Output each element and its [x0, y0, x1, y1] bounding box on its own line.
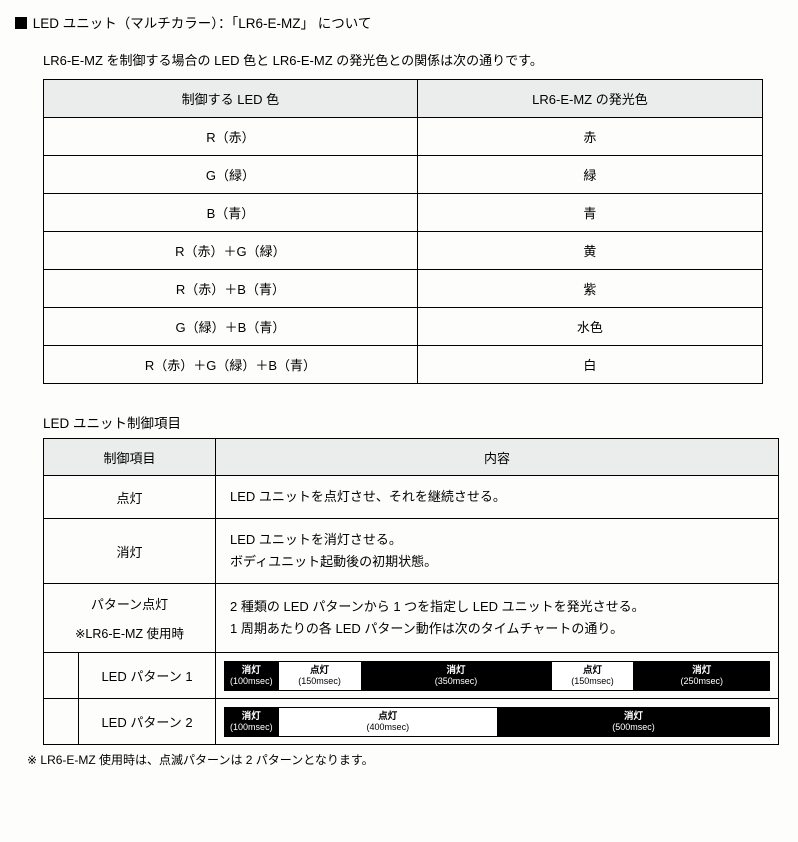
pattern-on-note: ※LR6-E-MZ 使用時 — [50, 623, 209, 642]
pattern-label: LED パターン 1 — [79, 653, 216, 699]
timing-bar-1: 消灯(100msec)点灯(150msec)消灯(350msec)点灯(150m… — [224, 661, 770, 691]
table-cell: R（赤）＋G（緑）＋B（青） — [44, 346, 418, 384]
col-header: 制御項目 — [44, 439, 216, 476]
timing-segment: 点灯(150msec) — [552, 661, 634, 691]
table-head: 制御する LED 色 LR6-E-MZ の発光色 — [44, 80, 763, 118]
table-cell: B（青） — [44, 194, 418, 232]
row-label: 消灯 — [44, 519, 216, 584]
table-row: B（青）青 — [44, 194, 763, 232]
timing-segment: 消灯(100msec) — [224, 661, 279, 691]
spacer-cell — [44, 653, 79, 699]
table-row: G（緑）緑 — [44, 156, 763, 194]
table-row: 消灯 LED ユニットを消灯させる。ボディユニット起動後の初期状態。 — [44, 519, 779, 584]
table-cell: R（赤）＋G（緑） — [44, 232, 418, 270]
timing-bar-2: 消灯(100msec)点灯(400msec)消灯(500msec) — [224, 707, 770, 737]
pattern-label: LED パターン 2 — [79, 699, 216, 745]
pattern-bar-cell: 消灯(100msec)点灯(150msec)消灯(350msec)点灯(150m… — [216, 653, 779, 699]
square-bullet-icon — [15, 17, 27, 29]
row-content: LED ユニットを点灯させ、それを継続させる。 — [216, 476, 779, 519]
table-row: R（赤）＋G（緑）黄 — [44, 232, 763, 270]
table-cell: G（緑）＋B（青） — [44, 308, 418, 346]
table-row: R（赤）＋B（青）紫 — [44, 270, 763, 308]
col-header: LR6-E-MZ の発光色 — [417, 80, 762, 118]
table-body: R（赤）赤G（緑）緑B（青）青R（赤）＋G（緑）黄R（赤）＋B（青）紫G（緑）＋… — [44, 118, 763, 384]
row-content: 2 種類の LED パターンから 1 つを指定し LED ユニットを発光させる。… — [216, 584, 779, 653]
timing-segment: 消灯(250msec) — [633, 661, 770, 691]
pattern-bar-cell: 消灯(100msec)点灯(400msec)消灯(500msec) — [216, 699, 779, 745]
row-label: パターン点灯 ※LR6-E-MZ 使用時 — [44, 584, 216, 653]
section-title-text: LED ユニット（マルチカラー）：「LR6-E-MZ」 について — [33, 16, 372, 31]
col-header: 内容 — [216, 439, 779, 476]
sub-heading: LED ユニット制御項目 — [43, 412, 783, 432]
table-cell: 白 — [417, 346, 762, 384]
table-row: R（赤）赤 — [44, 118, 763, 156]
table-cell: R（赤）＋B（青） — [44, 270, 418, 308]
footnote: ※ LR6-E-MZ 使用時は、点滅パターンは 2 パターンとなります。 — [27, 751, 783, 768]
table-cell: 赤 — [417, 118, 762, 156]
pattern-row: LED パターン 1 消灯(100msec)点灯(150msec)消灯(350m… — [44, 653, 779, 699]
table-row: G（緑）＋B（青）水色 — [44, 308, 763, 346]
timing-segment: 点灯(400msec) — [279, 707, 497, 737]
table-row: R（赤）＋G（緑）＋B（青）白 — [44, 346, 763, 384]
led-color-table: 制御する LED 色 LR6-E-MZ の発光色 R（赤）赤G（緑）緑B（青）青… — [43, 79, 763, 384]
timing-segment: 消灯(350msec) — [361, 661, 552, 691]
row-label: 点灯 — [44, 476, 216, 519]
table-cell: R（赤） — [44, 118, 418, 156]
timing-segment: 消灯(100msec) — [224, 707, 279, 737]
table-cell: 緑 — [417, 156, 762, 194]
timing-segment: 消灯(500msec) — [497, 707, 770, 737]
row-content: LED ユニットを消灯させる。ボディユニット起動後の初期状態。 — [216, 519, 779, 584]
col-header: 制御する LED 色 — [44, 80, 418, 118]
table-row: パターン点灯 ※LR6-E-MZ 使用時 2 種類の LED パターンから 1 … — [44, 584, 779, 653]
table-cell: G（緑） — [44, 156, 418, 194]
section-title: LED ユニット（マルチカラー）：「LR6-E-MZ」 について — [15, 12, 783, 32]
table-cell: 青 — [417, 194, 762, 232]
timing-segment: 点灯(150msec) — [279, 661, 361, 691]
table-row: 点灯 LED ユニットを点灯させ、それを継続させる。 — [44, 476, 779, 519]
pattern-on-label: パターン点灯 — [50, 594, 209, 613]
control-item-table: 制御項目 内容 点灯 LED ユニットを点灯させ、それを継続させる。 消灯 LE… — [43, 438, 779, 745]
intro-text: LR6-E-MZ を制御する場合の LED 色と LR6-E-MZ の発光色との… — [43, 50, 783, 69]
pattern-row: LED パターン 2 消灯(100msec)点灯(400msec)消灯(500m… — [44, 699, 779, 745]
table-cell: 紫 — [417, 270, 762, 308]
table-cell: 水色 — [417, 308, 762, 346]
spacer-cell — [44, 699, 79, 745]
table-cell: 黄 — [417, 232, 762, 270]
